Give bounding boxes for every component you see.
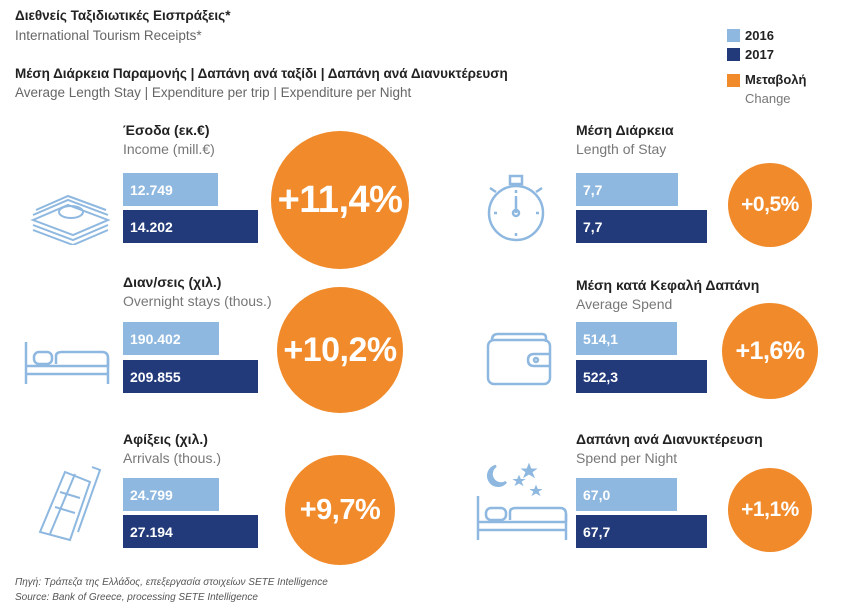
legend-swatch-2017	[727, 48, 740, 61]
metric-subtitle: Length of Stay	[576, 141, 667, 157]
metric-subtitle: Arrivals (thous.)	[123, 450, 222, 466]
metric-title: Μέση Διάρκεια	[576, 122, 674, 138]
ticket-icon	[30, 462, 110, 542]
bar-2016: 7,7	[576, 173, 679, 206]
metric-subtitle: Average Spend	[576, 296, 673, 312]
bar-2017: 209.855	[123, 360, 258, 393]
bar-2017: 522,3	[576, 360, 707, 393]
money-icon	[28, 180, 113, 245]
bar-2017: 7,7	[576, 210, 707, 243]
legend-label-change: Μεταβολή	[745, 72, 807, 87]
legend-label-change-en: Change	[745, 91, 791, 106]
bar-2016: 67,0	[576, 478, 678, 511]
page-title-en: International Tourism Receipts*	[15, 28, 202, 43]
metric-title: Αφίξεις (χιλ.)	[123, 431, 208, 447]
bar-2017: 27.194	[123, 515, 258, 548]
metric-subtitle: Overnight stays (thous.)	[123, 293, 272, 309]
change-badge: +10,2%	[277, 287, 403, 413]
source-note: Πηγή: Τράπεζα της Ελλάδος, επεξεργασία σ…	[15, 577, 328, 588]
bar-2017: 67,7	[576, 515, 707, 548]
legend-label-2016: 2016	[745, 28, 774, 43]
wallet-icon	[484, 328, 554, 388]
bar-2016: 190.402	[123, 322, 219, 355]
metric-title: Διαν/σεις (χιλ.)	[123, 274, 222, 290]
page-title: Διεθνείς Ταξιδιωτικές Εισπράξεις*	[15, 8, 231, 23]
metric-subtitle: Income (mill.€)	[123, 141, 215, 157]
page-subtitle: Μέση Διάρκεια Παραμονής | Δαπάνη ανά ταξ…	[15, 66, 508, 81]
bar-2016: 24.799	[123, 478, 220, 511]
night-bed-icon	[474, 458, 569, 543]
legend-swatch-2016	[727, 29, 740, 42]
metric-subtitle: Spend per Night	[576, 450, 678, 466]
page-subtitle-en: Average Length Stay | Expenditure per tr…	[15, 85, 412, 100]
metric-title: Δαπάνη ανά Διανυκτέρευση	[576, 431, 763, 447]
source-note-en: Source: Bank of Greece, processing SETE …	[15, 592, 258, 603]
metric-title: Μέση κατά Κεφαλή Δαπάνη	[576, 277, 760, 293]
bar-2017: 14.202	[123, 210, 258, 243]
metric-title: Έσοδα (εκ.€)	[123, 122, 210, 138]
change-badge: +0,5%	[728, 163, 812, 247]
change-badge: +9,7%	[285, 455, 395, 565]
bed-icon	[22, 338, 112, 388]
bar-2016: 12.749	[123, 173, 218, 206]
change-badge: +1,6%	[722, 303, 818, 399]
bar-2016: 514,1	[576, 322, 677, 355]
legend-label-2017: 2017	[745, 47, 774, 62]
legend-swatch-change	[727, 74, 740, 87]
change-badge: +11,4%	[271, 131, 409, 269]
stopwatch-icon	[484, 170, 549, 245]
change-badge: +1,1%	[728, 468, 812, 552]
